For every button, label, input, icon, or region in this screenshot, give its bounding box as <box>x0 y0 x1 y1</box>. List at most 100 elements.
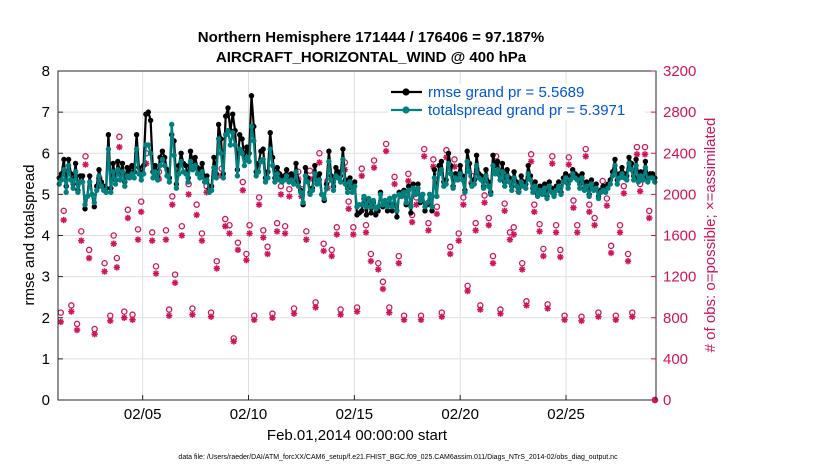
obs-assimilated-marker <box>391 180 398 188</box>
series-point-totalspread <box>220 175 226 181</box>
y-tick-label-left: 2 <box>42 310 50 327</box>
series-point-totalspread <box>117 177 123 183</box>
series-point-rmse <box>105 132 112 138</box>
series-point-totalspread <box>577 185 583 191</box>
obs-possible-marker <box>121 308 128 315</box>
obs-possible-marker <box>306 167 314 174</box>
obs-possible-marker <box>286 185 293 193</box>
data-file-footer: data file: /Users/raeder/DAI/ATM_forcXX/… <box>178 454 618 461</box>
series-point-rmse <box>302 164 309 171</box>
series-point-totalspread <box>635 179 642 185</box>
series-point-rmse <box>244 144 250 150</box>
series-point-totalspread <box>171 152 177 158</box>
series-point-rmse <box>91 204 98 210</box>
series-point-totalspread <box>541 185 548 191</box>
obs-possible-marker <box>375 260 382 267</box>
series-point-totalspread <box>588 181 595 187</box>
obs-assimilated-marker <box>273 228 281 235</box>
obs-assimilated-marker <box>624 258 632 265</box>
obs-possible-marker <box>624 250 632 258</box>
series-point-totalspread <box>609 173 616 179</box>
series-point-totalspread <box>244 154 250 161</box>
series-point-rmse <box>129 162 135 169</box>
series-point-rmse <box>237 132 243 138</box>
obs-possible-marker <box>405 170 412 178</box>
obs-possible-marker <box>586 201 593 208</box>
y-tick-label-left: 8 <box>42 63 50 80</box>
series-point-totalspread <box>532 183 538 189</box>
series-point-rmse <box>199 160 205 167</box>
obs-assimilated-marker <box>612 316 619 324</box>
series-point-totalspread <box>133 146 140 152</box>
series-point-totalspread <box>617 175 623 181</box>
series-point-totalspread <box>155 177 161 183</box>
series-point-rmse <box>389 208 395 214</box>
obs-assimilated-marker <box>417 316 425 324</box>
obs-assimilated-marker <box>129 316 136 324</box>
x-axis-label: Feb.01,2014 00:00:00 start <box>267 427 448 444</box>
series-point-rmse <box>87 173 93 179</box>
obs-assimilated-marker <box>544 305 551 312</box>
obs-assimilated-marker <box>320 247 327 255</box>
obs-assimilated-marker <box>91 331 98 338</box>
series-point-totalspread <box>558 191 564 198</box>
obs-assimilated-marker <box>82 161 89 168</box>
obs-assimilated-marker <box>565 161 572 168</box>
series-point-totalspread <box>405 187 412 193</box>
series-point-totalspread <box>91 199 98 206</box>
obs-assimilated-marker <box>350 231 357 238</box>
obs-possible-marker <box>362 221 370 229</box>
obs-possible-marker <box>481 192 488 199</box>
obs-possible-marker <box>60 207 67 215</box>
obs-possible-marker <box>328 246 335 254</box>
obs-assimilated-marker <box>447 250 454 258</box>
obs-assimilated-marker <box>607 249 615 257</box>
series-point-rmse <box>579 171 585 177</box>
series-point-totalspread <box>602 189 609 195</box>
series-point-rmse <box>133 132 140 138</box>
series-point-totalspread <box>504 173 510 179</box>
legend-rmse-marker <box>402 88 410 96</box>
series-point-totalspread <box>269 162 276 169</box>
obs-assimilated-marker <box>113 264 121 271</box>
obs-assimilated-marker <box>549 160 556 167</box>
obs-assimilated-marker <box>185 191 192 198</box>
obs-assimilated-marker <box>375 266 382 273</box>
series-point-rmse <box>359 208 365 214</box>
series-point-totalspread <box>626 160 632 167</box>
series-point-totalspread <box>293 169 299 175</box>
series-point-rmse <box>124 164 130 171</box>
series-point-totalspread <box>199 169 205 175</box>
series-point-totalspread <box>162 162 168 169</box>
obs-possible-marker <box>110 232 117 239</box>
series-point-totalspread <box>560 179 567 185</box>
obs-possible-marker <box>137 198 145 205</box>
series-point-totalspread <box>272 179 278 185</box>
obs-possible-marker <box>641 143 649 151</box>
obs-assimilated-marker <box>646 214 653 222</box>
series-point-totalspread <box>389 204 395 210</box>
series-point-rmse <box>159 148 166 154</box>
obs-assimilated-marker <box>169 201 176 208</box>
series-point-rmse <box>438 158 445 165</box>
series-point-rmse <box>537 183 543 189</box>
obs-assimilated-marker <box>425 227 432 234</box>
obs-possible-marker <box>485 214 493 222</box>
series-point-rmse <box>248 93 255 99</box>
obs-assimilated-marker <box>561 316 568 324</box>
obs-possible-marker <box>169 193 176 200</box>
series-point-totalspread <box>612 162 618 169</box>
series-point-totalspread <box>368 204 374 210</box>
series-point-totalspread <box>115 167 121 173</box>
series-point-totalspread <box>321 195 327 202</box>
obs-possible-marker <box>451 156 458 163</box>
series-point-totalspread <box>506 179 513 185</box>
obs-possible-marker <box>557 246 564 254</box>
series-point-totalspread <box>89 191 95 198</box>
obs-possible-marker <box>591 214 598 222</box>
series-point-totalspread <box>556 183 562 189</box>
obs-possible-marker <box>391 173 398 181</box>
series-point-totalspread <box>255 169 262 175</box>
obs-assimilated-marker <box>162 236 170 243</box>
series-point-totalspread <box>490 162 496 169</box>
